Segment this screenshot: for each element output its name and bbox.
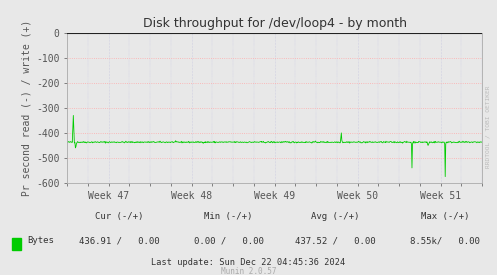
Text: Max (-/+): Max (-/+)	[420, 212, 469, 221]
Text: 436.91 /   0.00: 436.91 / 0.00	[79, 236, 160, 245]
Text: Munin 2.0.57: Munin 2.0.57	[221, 267, 276, 275]
Text: 0.00 /   0.00: 0.00 / 0.00	[194, 236, 263, 245]
Text: 437.52 /   0.00: 437.52 / 0.00	[295, 236, 376, 245]
Text: Bytes: Bytes	[27, 236, 54, 245]
Text: Min (-/+): Min (-/+)	[204, 212, 253, 221]
Title: Disk throughput for /dev/loop4 - by month: Disk throughput for /dev/loop4 - by mont…	[143, 17, 407, 31]
Text: RRDTOOL / TOBI OETIKER: RRDTOOL / TOBI OETIKER	[486, 85, 491, 168]
Y-axis label: Pr second read (-) / write (+): Pr second read (-) / write (+)	[22, 20, 32, 196]
Text: Cur (-/+): Cur (-/+)	[95, 212, 144, 221]
Text: 8.55k/   0.00: 8.55k/ 0.00	[410, 236, 480, 245]
Text: Last update: Sun Dec 22 04:45:36 2024: Last update: Sun Dec 22 04:45:36 2024	[152, 258, 345, 266]
Text: Avg (-/+): Avg (-/+)	[311, 212, 360, 221]
